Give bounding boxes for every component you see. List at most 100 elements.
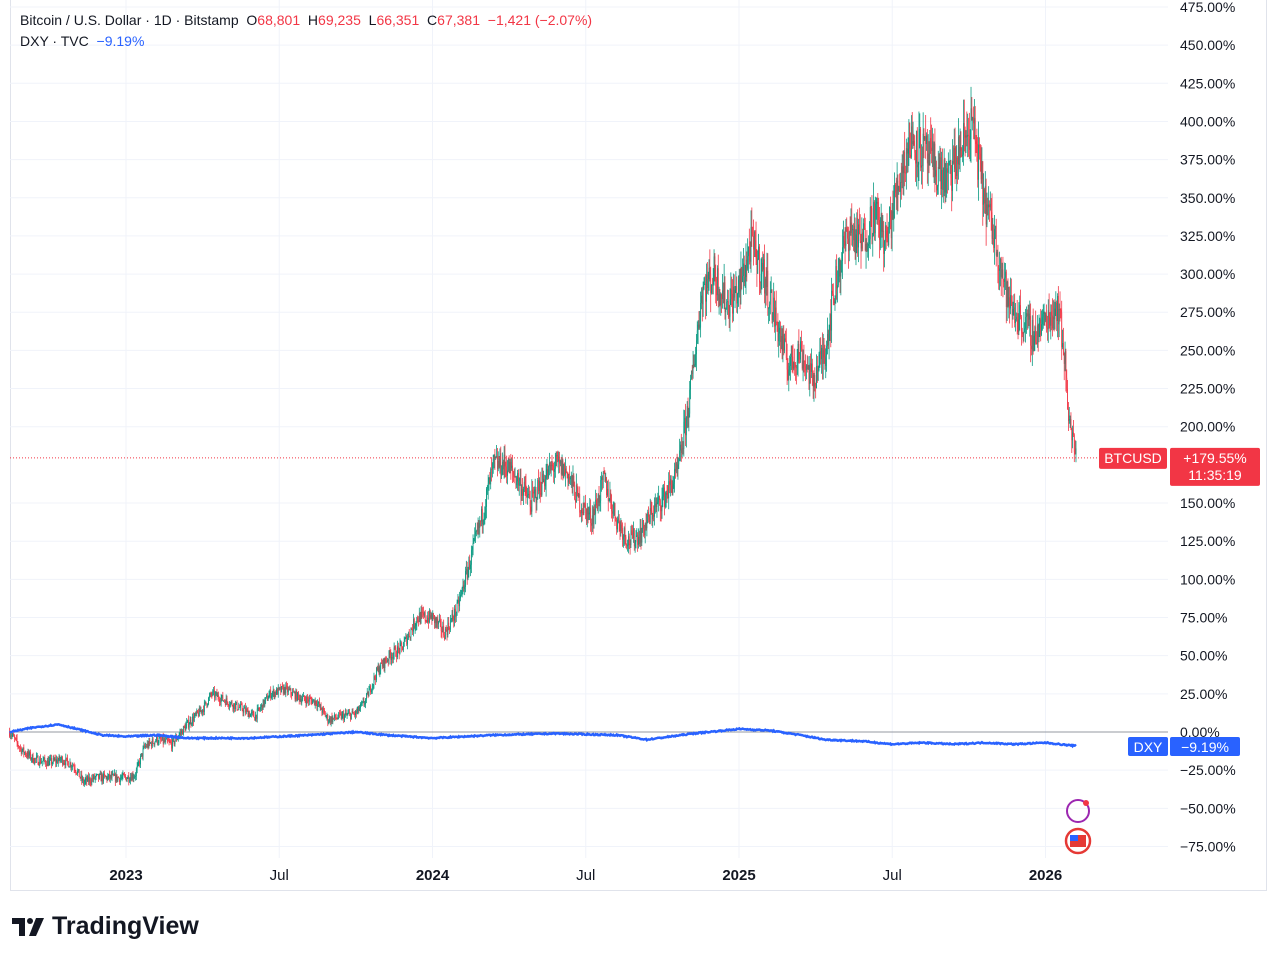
- candle-body: [584, 502, 586, 505]
- dxy-symbol-label[interactable]: DXY · TVC: [20, 33, 89, 49]
- candle-body: [900, 182, 901, 192]
- candle-body: [1060, 310, 1062, 313]
- candle-body: [56, 759, 58, 764]
- candle-body: [786, 358, 788, 370]
- candle-body: [52, 758, 54, 763]
- candle-body: [573, 475, 575, 486]
- candle-body: [17, 742, 19, 746]
- candle-body: [418, 620, 419, 622]
- candle-body: [743, 263, 744, 277]
- candle-body: [505, 466, 507, 468]
- candle-body: [604, 473, 606, 481]
- chart-frame[interactable]: [10, 0, 1267, 891]
- candle-body: [340, 713, 342, 719]
- candle-body: [134, 776, 136, 778]
- candle-body: [130, 777, 131, 781]
- candle-body: [507, 470, 508, 476]
- candle-body: [812, 371, 814, 387]
- candle-body: [987, 204, 989, 208]
- candle-body: [863, 223, 865, 228]
- ai-insight-icon[interactable]: [1066, 799, 1090, 823]
- candle-body: [194, 713, 196, 717]
- candle-body: [629, 543, 631, 546]
- candle-body: [747, 256, 749, 269]
- candle-body: [565, 468, 566, 475]
- candle-body: [137, 762, 139, 766]
- candle-body: [1052, 316, 1054, 329]
- candle-body: [261, 704, 263, 710]
- candle-body: [1033, 335, 1035, 351]
- candle-body: [561, 460, 563, 475]
- candle-body: [563, 464, 565, 479]
- candle-body: [675, 463, 677, 472]
- candle-body: [857, 218, 859, 248]
- candle-body: [231, 701, 233, 706]
- candle-body: [976, 143, 978, 154]
- y-tick-label: 475.00%: [1180, 0, 1235, 15]
- brand-name: TradingView: [52, 912, 199, 940]
- candle-body: [806, 364, 807, 371]
- candle-body: [168, 741, 170, 743]
- candle-body: [689, 389, 691, 414]
- candle-body: [706, 274, 707, 302]
- candle-body: [277, 688, 278, 695]
- x-tick-label: 2024: [416, 867, 450, 884]
- candle-body: [681, 448, 683, 453]
- candle-body: [523, 489, 524, 496]
- candle-body: [850, 222, 852, 233]
- candle-body: [853, 228, 854, 241]
- candle-body: [738, 279, 739, 294]
- candle-body: [1047, 327, 1048, 330]
- candle-body: [660, 510, 662, 512]
- candle-body: [556, 454, 558, 457]
- candle-body: [579, 494, 581, 513]
- candle-body: [871, 208, 873, 238]
- candle-body: [692, 364, 694, 374]
- y-tick-label: 125.00%: [1180, 533, 1235, 549]
- candle-body: [390, 654, 392, 660]
- candle-body: [549, 462, 550, 467]
- candle-body: [234, 703, 235, 709]
- candle-body: [355, 710, 357, 714]
- candle-body: [968, 135, 970, 150]
- candle-body: [748, 246, 749, 257]
- candle-body: [288, 688, 290, 690]
- candle-body: [31, 754, 33, 760]
- candle-body: [418, 613, 420, 622]
- candle-body: [1015, 317, 1017, 320]
- y-tick-label: 400.00%: [1180, 113, 1235, 129]
- candle-body: [633, 528, 635, 547]
- candle-body: [759, 246, 760, 282]
- candle-body: [1000, 258, 1001, 269]
- candle-body: [1072, 432, 1074, 441]
- candle-body: [123, 773, 125, 776]
- candle-body: [947, 168, 948, 173]
- tradingview-logo[interactable]: TradingView: [12, 912, 199, 941]
- candle-body: [70, 762, 72, 768]
- candle-body: [461, 587, 463, 592]
- candle-body: [10, 735, 12, 737]
- candle-body: [1012, 309, 1014, 316]
- candle-body: [925, 136, 927, 144]
- candle-body: [790, 356, 791, 366]
- candle-body: [517, 473, 518, 482]
- candle-body: [986, 204, 988, 225]
- candle-body: [655, 503, 657, 508]
- candle-body: [716, 286, 717, 296]
- candle-body: [42, 760, 44, 762]
- candle-body: [816, 366, 818, 381]
- candle-body: [333, 717, 335, 719]
- candle-body: [690, 379, 691, 390]
- candle-body: [237, 709, 239, 711]
- candle-body: [415, 624, 417, 626]
- candle-body: [89, 777, 91, 783]
- symbol-label[interactable]: Bitcoin / U.S. Dollar · 1D · Bitstamp: [20, 12, 239, 28]
- candle-body: [645, 523, 647, 529]
- candle-body: [488, 477, 490, 484]
- candle-body: [172, 738, 174, 740]
- candle-body: [851, 222, 853, 231]
- candle-body: [267, 698, 269, 701]
- candle-body: [316, 704, 318, 707]
- candle-body: [1034, 326, 1036, 336]
